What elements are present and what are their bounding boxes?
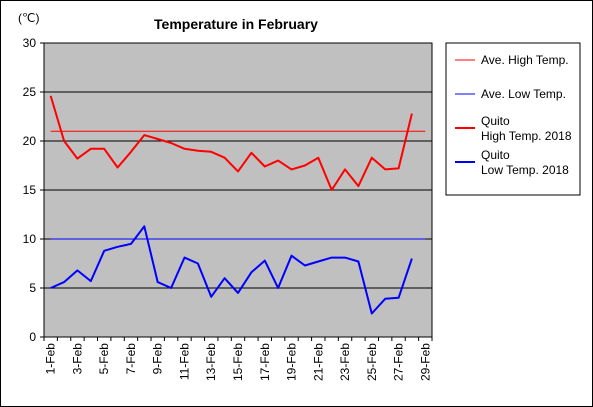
x-tick-label: 23-Feb: [338, 343, 352, 381]
x-tick-label: 29-Feb: [418, 343, 432, 381]
y-tick-label: 10: [23, 232, 37, 246]
y-tick-label: 30: [23, 36, 37, 50]
x-tick-label: 13-Feb: [204, 343, 218, 381]
chart-title: Temperature in February: [154, 16, 318, 32]
legend-entry-label: Ave. High Temp.: [481, 53, 569, 67]
y-tick-label: 20: [23, 134, 37, 148]
legend-entry-label: Ave. Low Temp.: [481, 87, 566, 101]
series-line-3: [50, 225, 413, 315]
x-tick-label: 5-Feb: [97, 343, 111, 375]
y-tick-label: 15: [23, 183, 37, 197]
x-tick-label: 21-Feb: [311, 343, 325, 381]
y-tick-label: 5: [29, 281, 36, 295]
x-tick-label: 1-Feb: [44, 343, 58, 375]
x-tick-label: 15-Feb: [231, 343, 245, 381]
x-tick-label: 19-Feb: [285, 343, 299, 381]
x-tick-label: 17-Feb: [258, 343, 272, 381]
legend-entry-label: Quito: [481, 148, 510, 162]
legend-box: [445, 42, 581, 196]
x-tick-label: 3-Feb: [70, 343, 84, 375]
y-tick-label: 0: [29, 330, 36, 344]
x-axis-ticks: 1-Feb 3-Feb 5-Feb 7-Feb 9-Feb 11-Feb 13-Feb 15-…: [43, 337, 433, 381]
x-tick-label: 27-Feb: [392, 343, 406, 381]
legend-entry-label: Low Temp. 2018: [481, 163, 569, 177]
series-layer: [49, 95, 426, 315]
x-tick-label: 7-Feb: [124, 343, 138, 375]
series-line-2: [49, 95, 413, 191]
y-axis-unit: (℃): [18, 11, 39, 25]
legend-entry-label: Quito: [481, 114, 510, 128]
x-tick-label: 11-Feb: [177, 343, 191, 380]
x-tick-label: 9-Feb: [151, 343, 165, 375]
x-tick-label: 25-Feb: [365, 343, 379, 381]
y-axis-ticks: 0 5 10 15 20 25 30: [23, 36, 44, 344]
legend-entry-label: High Temp. 2018: [481, 129, 572, 143]
y-tick-label: 25: [23, 85, 37, 99]
